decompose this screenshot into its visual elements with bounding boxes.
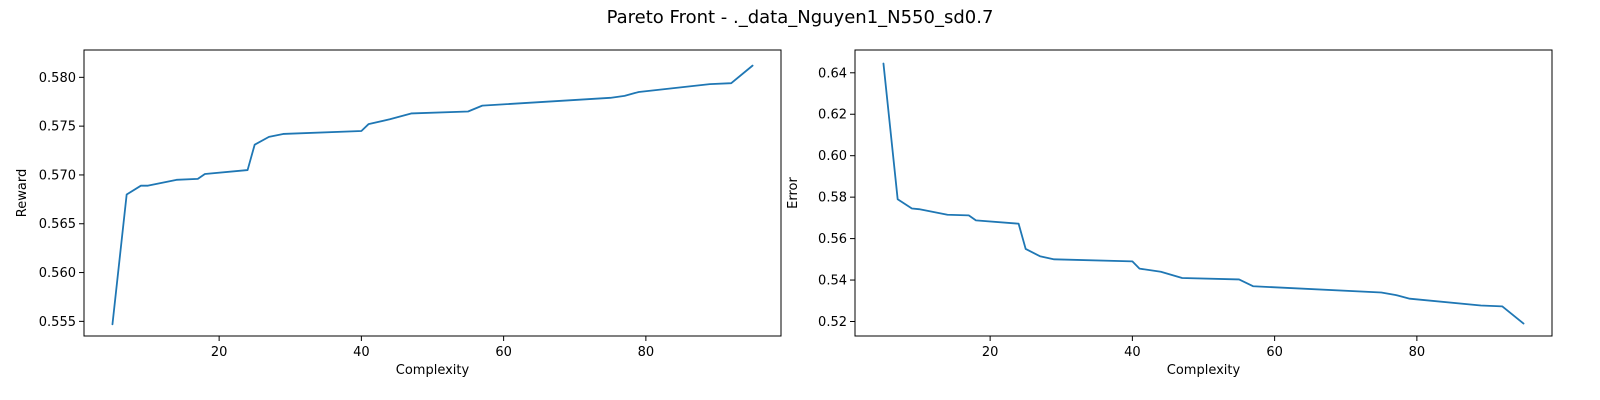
reward-y-tick-label: 0.565: [39, 217, 76, 232]
reward-y-tick-label: 0.575: [39, 120, 76, 135]
error-y-tick-label: 0.52: [818, 315, 847, 330]
error-axes-frame: [854, 49, 1553, 337]
reward-axes-frame: [83, 49, 782, 337]
reward-y-tick-label: 0.580: [39, 71, 76, 86]
error-y-tick-label: 0.56: [818, 232, 847, 247]
reward-y-tick-label: 0.570: [39, 168, 76, 183]
error-panel: 20 40 60 80 0.52 0.54 0.56 0.58 0.60 0.62 0.64 Comp…: [786, 49, 1553, 378]
error-x-tick-label: 40: [1124, 345, 1141, 360]
reward-x-axis-label: Complexity: [396, 363, 470, 378]
reward-x-tick-label: 20: [211, 345, 228, 360]
reward-x-tick-label: 60: [495, 345, 512, 360]
error-x-axis-label: Complexity: [1167, 363, 1241, 378]
error-x-tick-label: 60: [1266, 345, 1283, 360]
reward-y-tick-label: 0.555: [39, 315, 76, 330]
error-y-tick-label: 0.62: [818, 108, 847, 123]
reward-y-axis-label: Reward: [15, 169, 30, 217]
reward-x-tick-label: 40: [353, 345, 370, 360]
reward-series-line: [111, 64, 754, 326]
reward-x-tick-label: 80: [638, 345, 655, 360]
figure-title: Pareto Front - ._data_Nguyen1_N550_sd0.7: [607, 7, 994, 28]
reward-panel: 20 40 60 80 0.555 0.560 0.565 0.570 0.575 0.580 Co…: [15, 49, 782, 378]
error-x-tick-label: 80: [1409, 345, 1426, 360]
error-x-tick-label: 20: [982, 345, 999, 360]
error-y-tick-label: 0.54: [818, 274, 847, 289]
error-y-axis-label: Error: [786, 177, 801, 209]
error-series-line: [882, 62, 1525, 325]
error-y-tick-label: 0.60: [818, 149, 847, 164]
error-y-tick-label: 0.58: [818, 191, 847, 206]
reward-y-tick-label: 0.560: [39, 266, 76, 281]
error-y-tick-label: 0.64: [818, 66, 847, 81]
